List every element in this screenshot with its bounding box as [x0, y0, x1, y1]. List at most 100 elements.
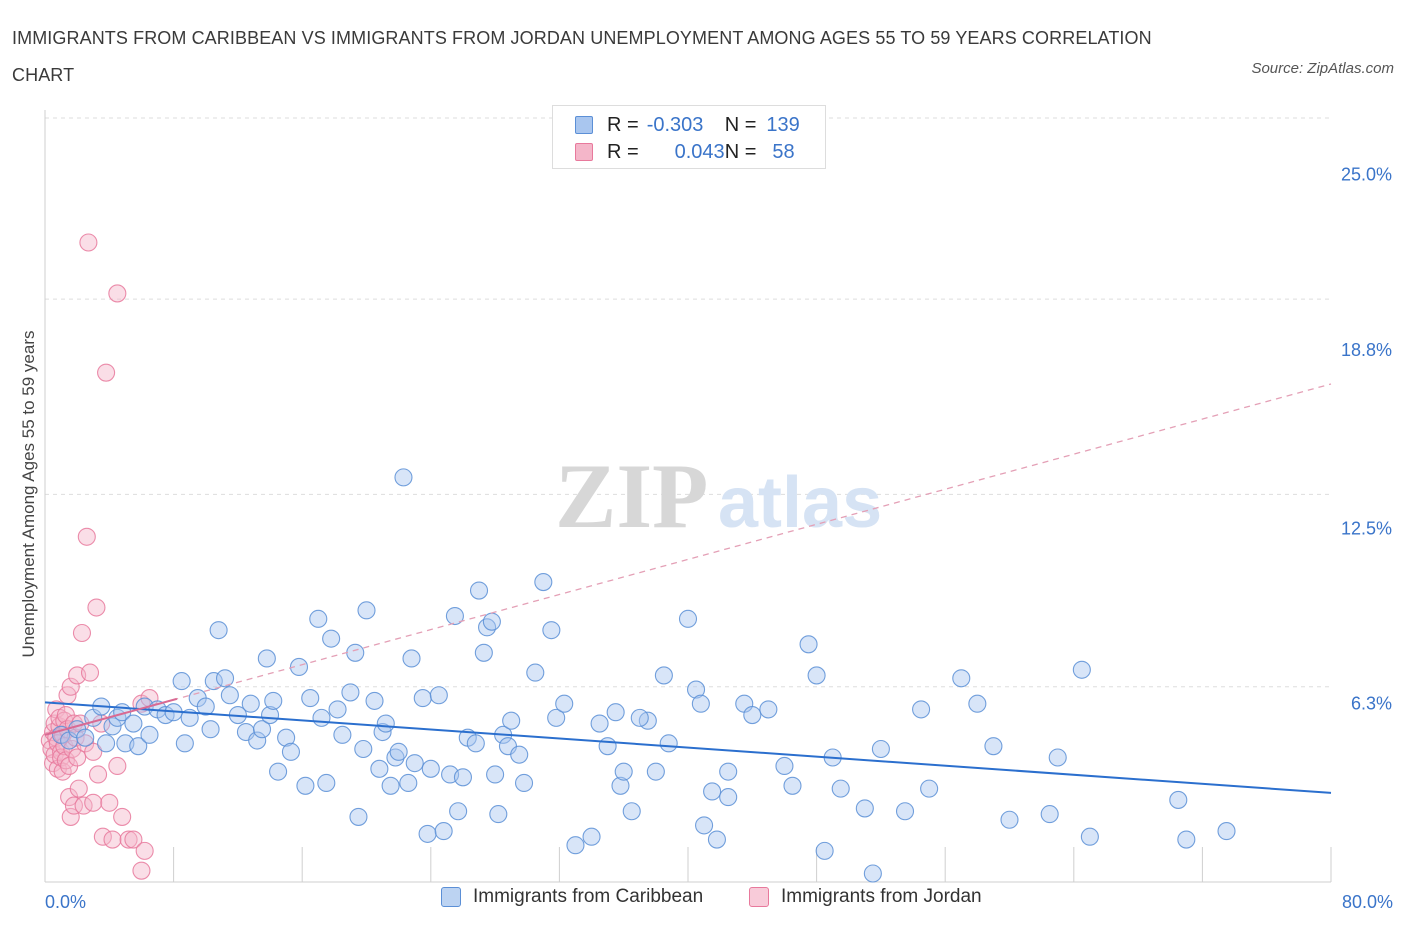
caribbean-point	[863, 864, 882, 883]
jordan-point	[97, 363, 116, 382]
caribbean-point	[912, 700, 931, 719]
caribbean-point	[175, 734, 194, 753]
trend-layer	[44, 383, 1332, 794]
caribbean-point	[759, 700, 778, 719]
jordan-point	[80, 663, 100, 682]
caribbean-point	[686, 680, 706, 699]
caribbean-point	[196, 697, 215, 716]
caribbean-point	[855, 799, 874, 818]
caribbean-point	[264, 691, 283, 710]
y-tick-label: 12.5%	[1341, 518, 1392, 538]
caribbean-point	[220, 686, 239, 705]
legend-label-caribbean: Immigrants from Caribbean	[473, 886, 704, 907]
caribbean-point	[719, 788, 738, 807]
y-tick-label: 25.0%	[1341, 165, 1392, 185]
jordan-point	[68, 748, 87, 767]
caribbean-point	[1217, 822, 1236, 841]
caribbean-point	[209, 621, 228, 640]
caribbean-point	[370, 759, 389, 778]
caribbean-point	[799, 635, 818, 654]
caribbean-point	[514, 773, 534, 793]
caribbean-point	[405, 754, 424, 773]
watermark: ZIP atlas	[555, 445, 882, 547]
caribbean-point	[654, 666, 673, 685]
caribbean-point	[703, 782, 722, 801]
caribbean-point	[365, 691, 384, 710]
caribbean-point	[386, 748, 405, 767]
legend-item-caribbean[interactable]: Immigrants from Caribbean	[441, 886, 703, 908]
caribbean-point	[555, 694, 574, 713]
caribbean-point	[402, 649, 421, 668]
legend-n-value: 139	[766, 113, 800, 136]
caribbean-point	[124, 714, 143, 733]
caribbean-point	[807, 666, 826, 685]
caribbean-point	[743, 706, 762, 725]
caribbean-point	[542, 621, 561, 640]
caribbean-point	[1072, 660, 1091, 679]
caribbean-point	[474, 643, 493, 662]
legend-swatch-jordan	[749, 887, 769, 907]
legend-swatch-caribbean	[441, 887, 461, 907]
jordan-point	[77, 527, 96, 546]
caribbean-point	[381, 776, 400, 795]
caribbean-point	[357, 601, 376, 620]
caribbean-point	[895, 802, 915, 821]
legend-label-jordan: Immigrants from Jordan	[781, 886, 982, 907]
caribbean-point	[289, 657, 309, 676]
caribbean-point	[215, 669, 235, 688]
y-axis-label: Unemployment Among Ages 55 to 59 years	[19, 331, 38, 658]
grid-layer	[45, 117, 1331, 688]
jordan-trend-line	[44, 383, 1332, 736]
jordan-point	[69, 779, 88, 798]
caribbean-point	[691, 694, 710, 713]
caribbean-point	[248, 731, 267, 750]
correlation-legend: R = -0.303 N = 139 R = 0.043 N = 58	[552, 105, 826, 169]
series-jordan-points	[40, 233, 159, 880]
caribbean-point	[968, 694, 987, 713]
caribbean-point	[598, 737, 617, 756]
caribbean-point	[201, 720, 220, 739]
jordan-point	[61, 677, 80, 696]
jordan-point	[87, 598, 106, 617]
legend-n-label: N =	[724, 113, 757, 136]
legend-r-label: R =	[607, 140, 639, 163]
caribbean-point	[606, 703, 625, 722]
caribbean-point	[920, 779, 939, 798]
jordan-point	[56, 751, 75, 770]
caribbean-point	[376, 714, 395, 733]
caribbean-point	[346, 643, 365, 662]
legend-r-value: 0.043	[674, 140, 725, 163]
caribbean-point	[312, 708, 331, 727]
caribbean-point	[333, 725, 352, 744]
caribbean-trend-line	[44, 701, 1332, 794]
series-legend: Immigrants from Caribbean Immigrants fro…	[0, 886, 1406, 918]
x-tick-label: 0.0%	[45, 892, 86, 912]
legend-r-label: R =	[607, 113, 639, 136]
caribbean-point	[418, 824, 437, 843]
jordan-point	[119, 830, 138, 849]
jordan-point	[124, 830, 143, 849]
caribbean-point	[172, 672, 191, 691]
jordan-point	[61, 807, 80, 826]
caribbean-point	[97, 734, 116, 753]
caribbean-point	[449, 802, 468, 821]
caribbean-point	[582, 827, 601, 846]
caribbean-point	[707, 830, 726, 849]
caribbean-point	[566, 836, 585, 855]
jordan-point	[132, 861, 151, 880]
caribbean-point	[341, 683, 360, 702]
caribbean-point	[389, 742, 408, 761]
jordan-point	[100, 793, 119, 812]
legend-item-jordan[interactable]: Immigrants from Jordan	[749, 886, 982, 908]
jordan-point	[84, 793, 103, 812]
caribbean-point	[257, 649, 276, 668]
caribbean-point	[469, 581, 489, 600]
caribbean-point	[241, 694, 260, 713]
caribbean-point	[534, 573, 553, 592]
legend-swatch-jordan	[575, 143, 593, 161]
caribbean-point	[478, 618, 497, 637]
caribbean-point	[140, 725, 159, 744]
caribbean-point	[349, 807, 368, 826]
caribbean-point	[486, 765, 505, 784]
